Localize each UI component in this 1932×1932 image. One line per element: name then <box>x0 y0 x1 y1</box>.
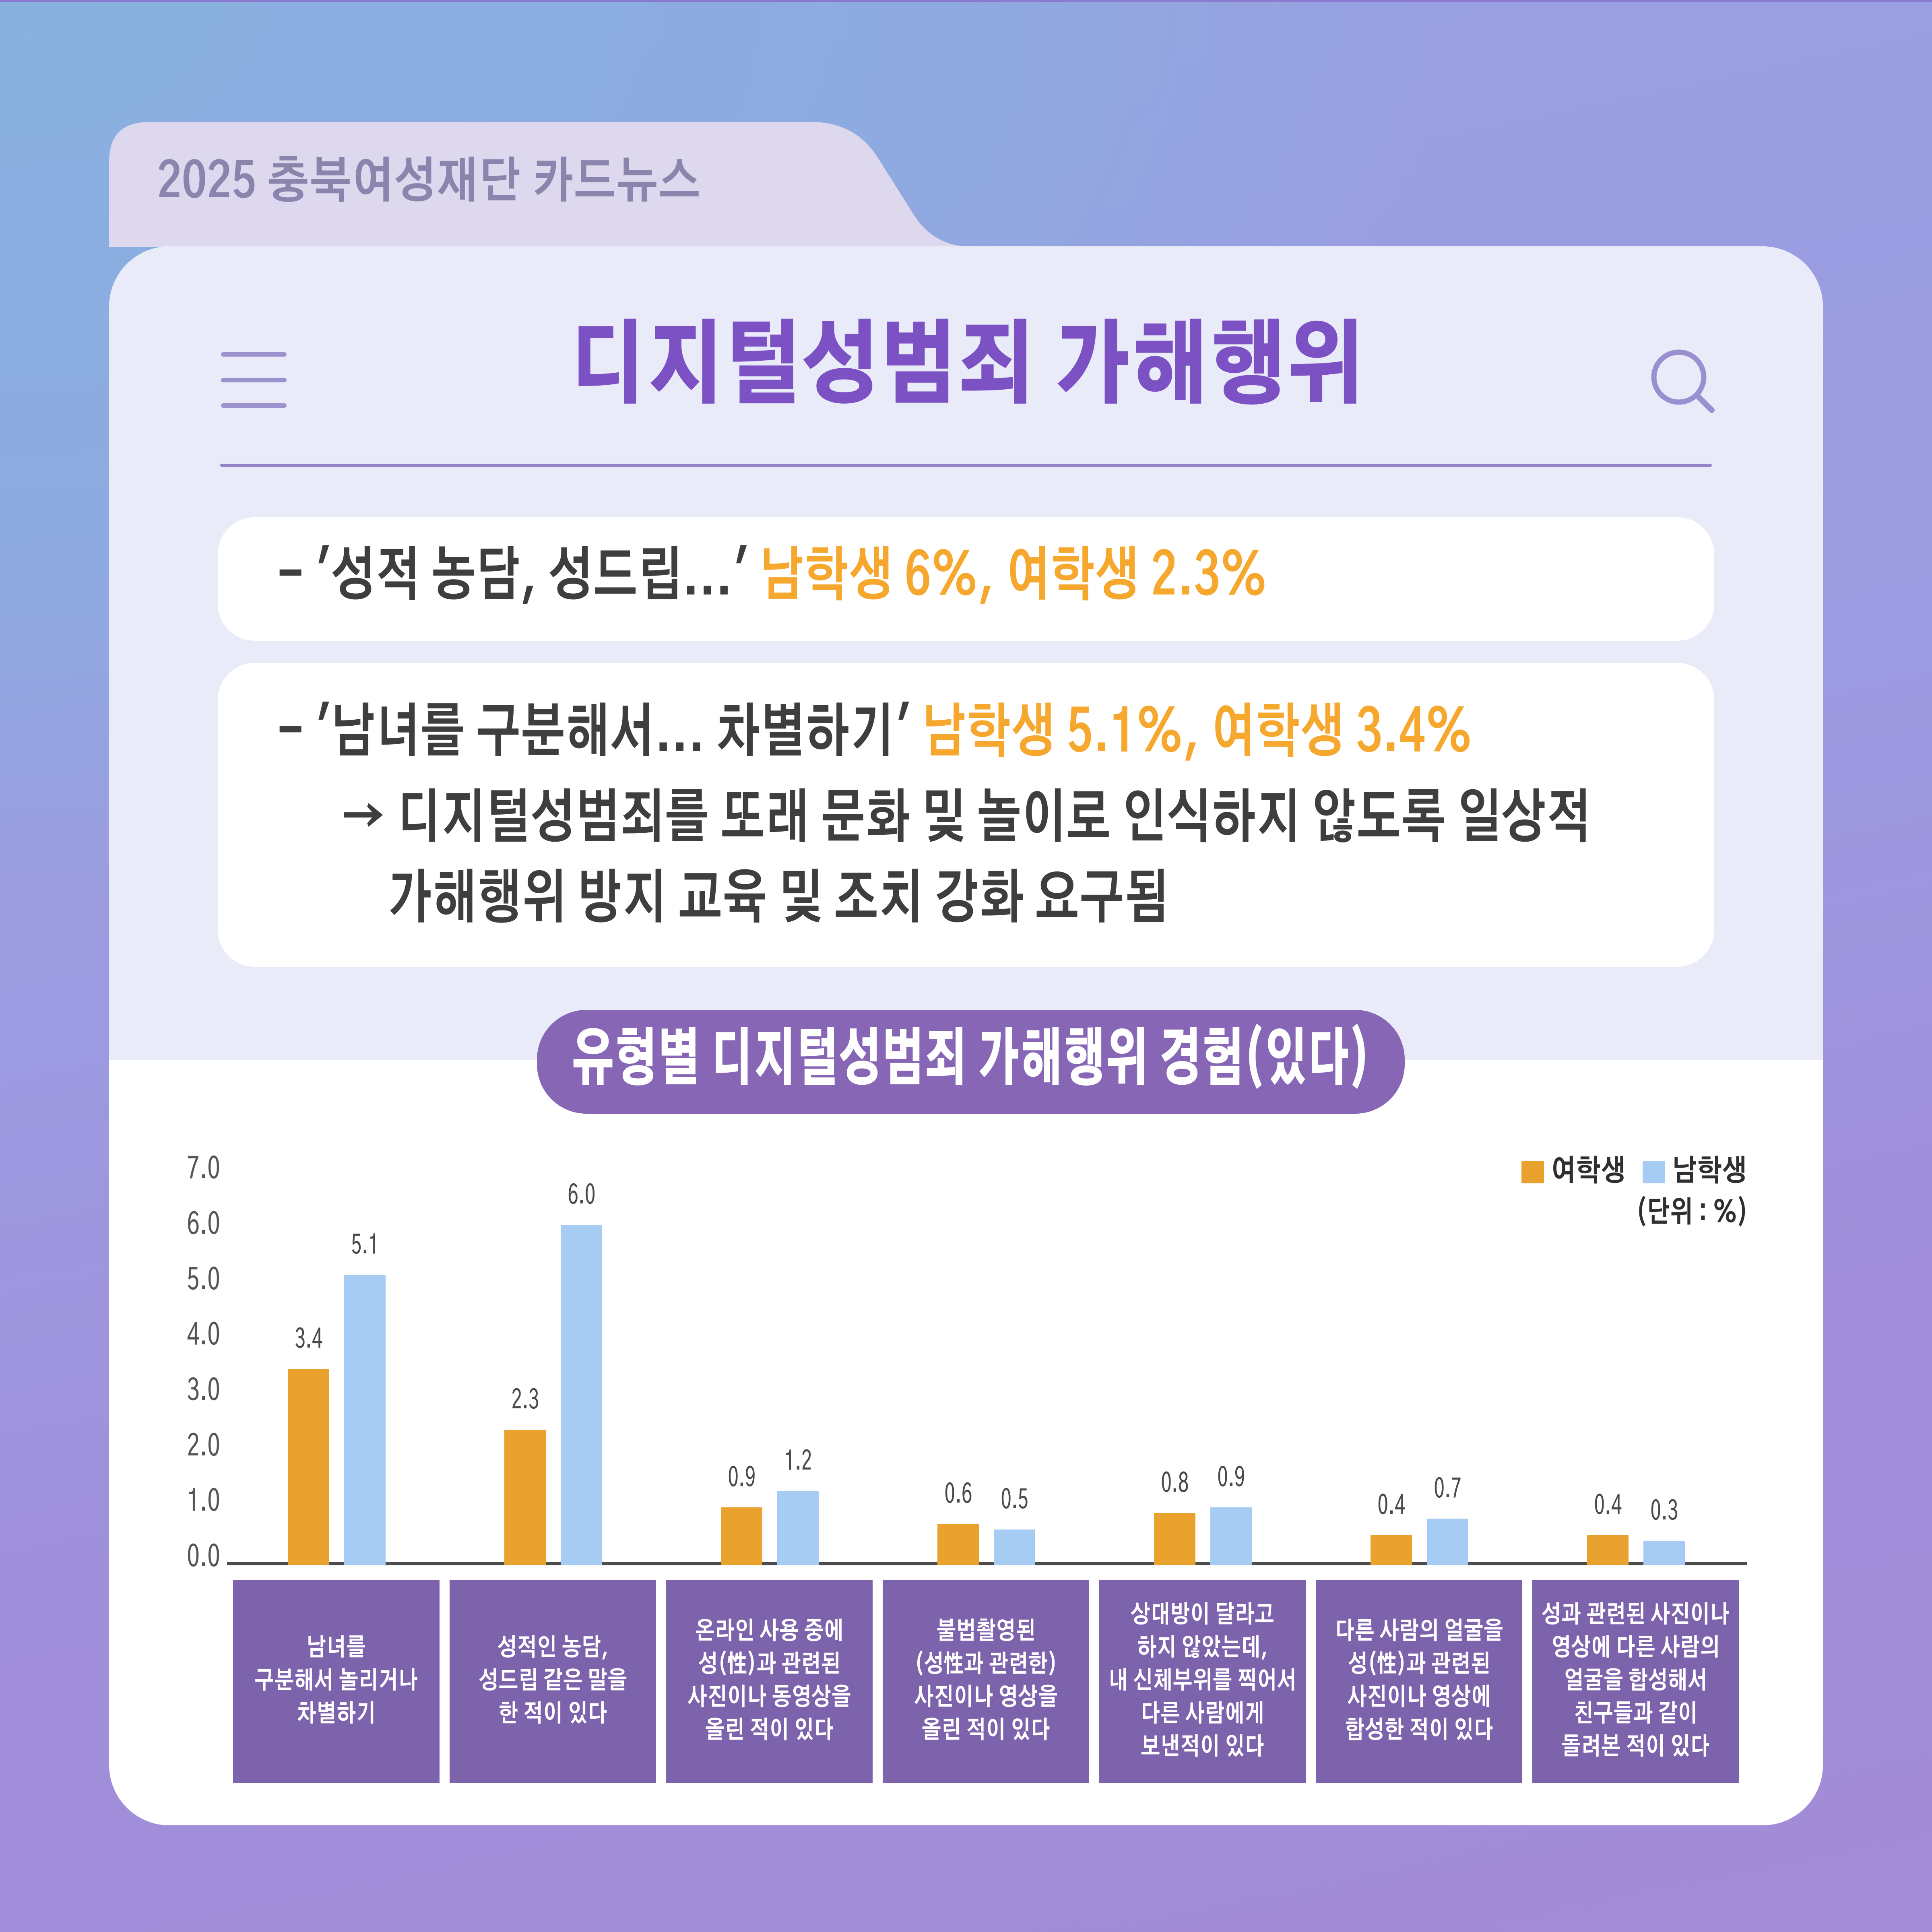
hamburger-bar <box>221 403 287 408</box>
bar-chart: 7.0 6.0 5.0 4.0 3.0 2.0 1.0 0.0 3.4 2.3 0.9 0.6 0.8… <box>109 246 1823 1825</box>
hamburger-bar <box>221 378 287 382</box>
bar-남학생-3 <box>777 1491 819 1565</box>
bar-value-label: 0.4 <box>1377 1493 1405 1519</box>
summary-2-line-2-text: → 디지털성범죄를 또래 문화 및 놀이로 인식하지 않도록 일상적 <box>340 791 1591 848</box>
chart-legend: 여학생 남학생 <box>1521 1157 1819 1187</box>
y-tick-label: 4.0 <box>187 1321 220 1350</box>
summary-1-prefix: - '성적 농담, 성드립...' <box>277 549 760 606</box>
legend-label-male-text: 남학생 <box>1672 1157 1748 1187</box>
bar-value-label: 6.0 <box>568 1183 595 1209</box>
summary-2-line-2: → 디지털성범죄를 또래 문화 및 놀이로 인식하지 않도록 일상적 <box>340 791 1823 848</box>
y-tick-label: 1.0 <box>187 1487 220 1517</box>
bar-value-label: 0.4 <box>1594 1493 1622 1519</box>
legend-label-female-text: 여학생 <box>1551 1157 1627 1187</box>
x-axis-line <box>227 1562 1747 1565</box>
summary-2-highlight: 남학생 5.1%, 여학생 3.4% <box>922 705 1473 763</box>
bar-남학생-7 <box>1643 1541 1685 1565</box>
bar-value-label: 0.9 <box>728 1465 755 1492</box>
bar-여학생-3 <box>721 1507 762 1565</box>
unit-label: (단위 : %) <box>1426 1198 1748 1229</box>
summary-2-line-3-text: 가해행위 방지 교육 및 조치 강화 요구됨 <box>388 871 1169 929</box>
y-tick-label: 6.0 <box>187 1210 220 1240</box>
y-tick-label: 2.0 <box>187 1432 220 1461</box>
hamburger-menu-icon[interactable] <box>221 352 287 410</box>
bar-여학생-5 <box>1154 1513 1195 1565</box>
bar-남학생-1 <box>344 1275 386 1565</box>
summary-2-line-3: 가해행위 방지 교육 및 조치 강화 요구됨 <box>388 871 1389 929</box>
summary-2-line-1: - '남녀를 구분해서... 차별하기' 남학생 5.1%, 여학생 3.4% <box>277 705 1810 763</box>
page-title-text: 디지털성범죄 가해행위 <box>568 325 1364 414</box>
y-tick-label: 5.0 <box>187 1265 220 1295</box>
legend-swatch-female <box>1521 1161 1544 1183</box>
summary-2-prefix: - '남녀를 구분해서... 차별하기' <box>277 705 922 763</box>
chart-title-badge-text: 유형별 디지털성범죄 가해행위 경험(있다) <box>572 1032 1370 1092</box>
bar-여학생-1 <box>288 1369 329 1565</box>
header-divider <box>220 464 1712 467</box>
tab-title: 2025 충북여성재단 카드뉴스 <box>157 159 775 207</box>
category-label-6: 다른 사람의 얼굴을 성(性)과 관련된 사진이나 영상에 합성한 적이 있다 <box>1316 1580 1522 1783</box>
category-label-1: 남녀를 구분해서 놀리거나 차별하기 <box>233 1580 440 1783</box>
bar-남학생-4 <box>994 1530 1035 1565</box>
legend-swatch-male <box>1643 1161 1665 1183</box>
y-tick-label: 0.0 <box>187 1542 220 1572</box>
bar-value-label: 3.4 <box>295 1327 322 1353</box>
header-tab <box>109 122 972 247</box>
bar-value-label: 2.3 <box>511 1387 539 1414</box>
bar-남학생-5 <box>1210 1507 1252 1565</box>
bar-value-label: 0.6 <box>944 1482 972 1508</box>
bar-value-label: 0.5 <box>1001 1487 1028 1514</box>
category-label-2: 성적인 농담, 성드립 같은 말을 한 적이 있다 <box>450 1580 656 1783</box>
bar-value-label: 0.8 <box>1161 1471 1189 1497</box>
category-label-3: 온라인 사용 중에 성(性)과 관련된 사진이나 동영상을 올린 적이 있다 <box>666 1580 873 1783</box>
search-icon[interactable] <box>1646 345 1727 428</box>
bar-여학생-2 <box>504 1430 546 1565</box>
summary-1-text: - '성적 농담, 성드립...' 남학생 6%, 여학생 2.3% <box>277 549 1546 606</box>
bar-여학생-6 <box>1371 1535 1412 1565</box>
category-label-5: 상대방이 달라고 하지 않았는데, 내 신체부위를 찍어서 다른 사람에게 보낸… <box>1099 1580 1306 1783</box>
bar-value-label: 1.2 <box>784 1449 812 1475</box>
y-tick-label: 7.0 <box>187 1154 220 1184</box>
bar-여학생-7 <box>1587 1535 1629 1565</box>
legend-label-male: 남학생 <box>1672 1157 1760 1187</box>
summary-box-2: - '남녀를 구분해서... 차별하기' 남학생 5.1%, 여학생 3.4% … <box>218 663 1714 967</box>
category-label-4: 불법촬영된 (성性과 관련한) 사진이나 영상을 올린 적이 있다 <box>883 1580 1089 1783</box>
page-title: 디지털성범죄 가해행위 <box>109 325 1823 414</box>
summary-box-1: - '성적 농담, 성드립...' 남학생 6%, 여학생 2.3% <box>218 517 1714 641</box>
legend-label-female: 여학생 <box>1551 1157 1639 1187</box>
summary-1-highlight: 남학생 6%, 여학생 2.3% <box>759 549 1267 606</box>
bar-남학생-2 <box>561 1225 602 1565</box>
y-tick-label: 3.0 <box>187 1376 220 1406</box>
bar-남학생-6 <box>1427 1519 1468 1565</box>
unit-label-text: (단위 : %) <box>1636 1199 1748 1228</box>
category-label-7: 성과 관련된 사진이나 영상에 다른 사람의 얼굴을 합성해서 친구들과 같이 … <box>1532 1580 1739 1783</box>
chart-title-badge: 유형별 디지털성범죄 가해행위 경험(있다) <box>537 1010 1405 1114</box>
bar-value-label: 0.7 <box>1434 1476 1461 1503</box>
top-accent-strip <box>0 0 1932 2</box>
bar-value-label: 0.3 <box>1650 1499 1678 1525</box>
bar-value-label: 5.1 <box>351 1232 379 1259</box>
main-card: 디지털성범죄 가해행위 - '성적 농담, 성드립...' 남학생 6%, 여학… <box>109 246 1823 1825</box>
tab-title-text: 2025 충북여성재단 카드뉴스 <box>157 159 701 207</box>
bar-여학생-4 <box>937 1524 979 1565</box>
hamburger-bar <box>221 352 287 357</box>
bar-value-label: 0.9 <box>1217 1465 1245 1492</box>
